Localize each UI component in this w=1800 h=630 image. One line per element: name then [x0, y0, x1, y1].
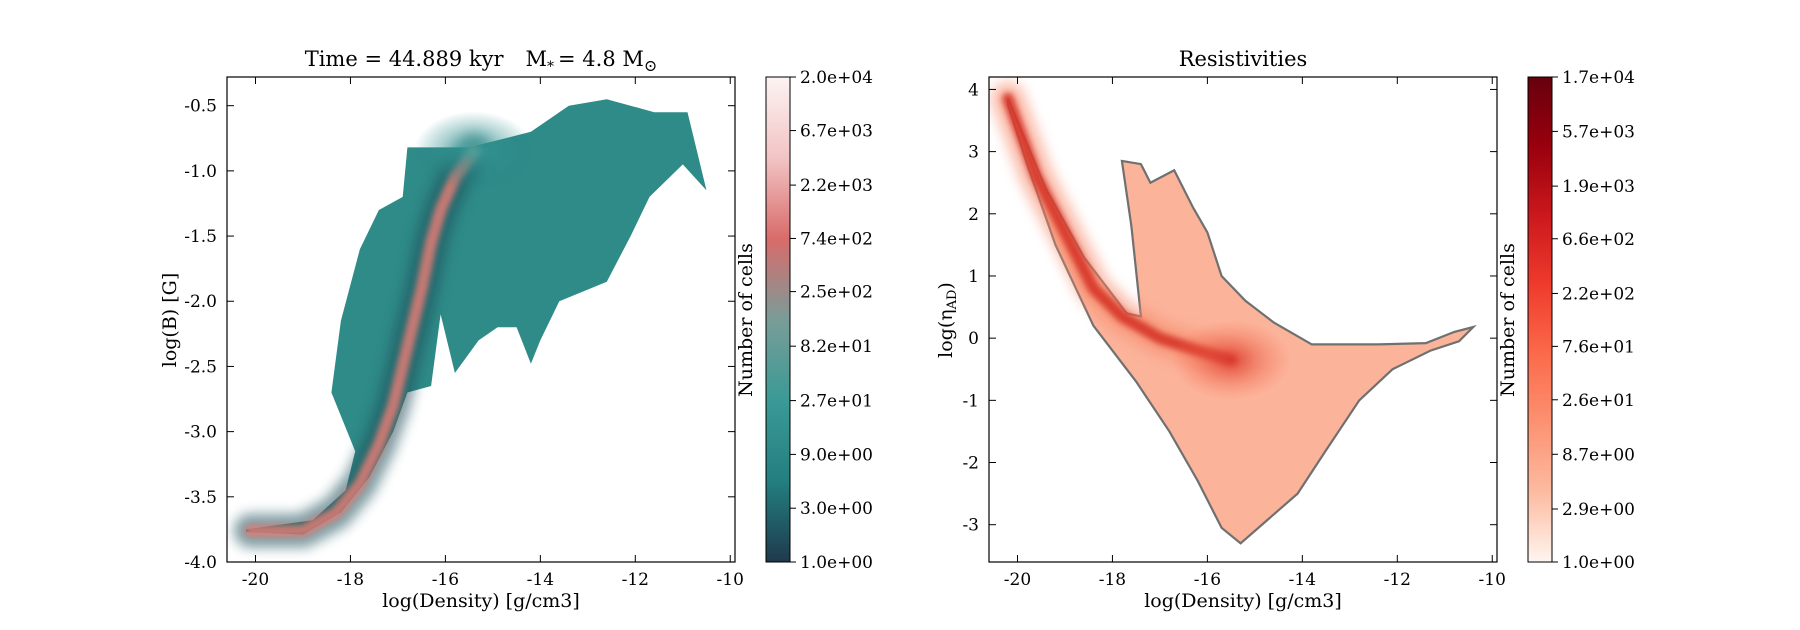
panel2-colorbar-tick-label: 5.7e+03 — [1562, 122, 1635, 142]
panel1-peak-glow — [413, 111, 534, 192]
panel1-colorbar-tick-label: 9.0e+00 — [800, 445, 873, 465]
panel1-x-axis-label: log(Density) [g/cm3] — [382, 590, 580, 612]
panel2-colorbar-tick-label: 7.6e+01 — [1562, 337, 1635, 357]
panel2-colorbar-label: Number of cells — [1497, 243, 1519, 397]
panel1-colorbar-tick-label: 8.2e+01 — [800, 337, 873, 357]
panel1-x-tick-label: -10 — [717, 570, 744, 590]
panel1-y-tick-label: -0.5 — [184, 97, 217, 117]
panel2-colorbar-tick-label: 8.7e+00 — [1562, 445, 1635, 465]
panel2-y-tick-label: 3 — [968, 143, 979, 163]
panel1-x-tick-label: -20 — [242, 570, 269, 590]
panel-magnetic-field: Time = 44.889 kyr M* = 4.8 M⊙ -20 -18 -16 -14… — [159, 47, 873, 612]
panel1-colorbar-label: Number of cells — [735, 243, 757, 397]
panel2-x-tick-label: -20 — [1004, 570, 1031, 590]
panel2-colorbar-ticks: 1.0e+00 2.9e+00 8.7e+00 2.6e+01 7.6e+01 2.2e+… — [1552, 68, 1635, 573]
panel2-x-tick-label: -14 — [1289, 570, 1316, 590]
panel1-y-tick-label: -3.5 — [184, 488, 217, 508]
panel1-x-tick-label: -16 — [432, 570, 459, 590]
panel2-colorbar-tick-label: 1.0e+00 — [1562, 553, 1635, 573]
panel2-colorbar-tick-label: 1.7e+04 — [1562, 68, 1635, 88]
panel1-y-tick-label: -3.0 — [184, 423, 217, 443]
panel1-title-mass-value: = 4.8 M — [558, 47, 644, 71]
panel1-title-mass: M — [526, 47, 548, 71]
panel2-x-tick-label: -10 — [1479, 570, 1506, 590]
panel1-y-axis-label: log(B) [G] — [159, 273, 181, 368]
panel2-y-tick-label: 1 — [968, 267, 979, 287]
panel1-title-mass-sub: * — [547, 59, 554, 75]
panel2-colorbar-tick-label: 2.6e+01 — [1562, 391, 1635, 411]
panel1-y-tick-label: -2.0 — [184, 292, 217, 312]
panel2-y-tick-label: -1 — [962, 391, 979, 411]
panel-resistivities: Resistivities -20 -18 -16 -14 -12 -10-3-2-101… — [935, 47, 1635, 612]
panel2-title: Resistivities — [1179, 47, 1308, 71]
panel1-distribution-region — [246, 99, 707, 535]
panel1-x-tick-label: -12 — [622, 570, 649, 590]
panel2-y-label-sub: AD — [945, 290, 960, 311]
panel1-colorbar — [765, 76, 791, 563]
panel1-colorbar-tick-label: 6.7e+03 — [800, 122, 873, 142]
panel1-plot-frame — [226, 76, 736, 563]
panel2-y-tick-label: 0 — [968, 329, 979, 349]
panel2-y-tick-label: 4 — [968, 80, 979, 100]
panel2-y-tick-label: -2 — [962, 454, 979, 474]
panel1-x-tick-label: -14 — [527, 570, 554, 590]
panel1-colorbar-tick-label: 2.5e+02 — [800, 283, 873, 303]
panel1-peak-ridge — [244, 145, 480, 537]
panel1-y-tick-label: -1.5 — [184, 227, 217, 247]
panel2-y-tick-label: 2 — [968, 205, 979, 225]
panel1-y-tick-label: -2.5 — [184, 357, 217, 377]
panel1-colorbar-tick-label: 3.0e+00 — [800, 499, 873, 519]
panel2-y-tick-label: -3 — [962, 516, 979, 536]
panel2-plot-frame — [988, 76, 1498, 563]
panel2-colorbar-tick-label: 1.9e+03 — [1562, 177, 1635, 197]
panel2-colorbar-tick-label: 6.6e+02 — [1562, 230, 1635, 250]
panel2-colorbar — [1527, 76, 1553, 563]
panel2-x-axis-label: log(Density) [g/cm3] — [1144, 590, 1342, 612]
panel1-colorbar-tick-label: 7.4e+02 — [800, 229, 873, 249]
panel1-colorbar-tick-label: 2.2e+03 — [800, 176, 873, 196]
panel1-colorbar-tick-label: 1.0e+00 — [800, 553, 873, 573]
panel2-colorbar-tick-label: 2.2e+02 — [1562, 284, 1635, 304]
panel2-colorbar-tick-label: 2.9e+00 — [1562, 500, 1635, 520]
panel1-title-sun-symbol: ⊙ — [644, 56, 657, 75]
panel1-y-tick-label: -1.0 — [184, 162, 217, 182]
panel1-colorbar-tick-label: 2.0e+04 — [800, 68, 873, 88]
panel1-colorbar-tick-label: 2.7e+01 — [800, 392, 873, 412]
panel1-density-field — [233, 99, 707, 548]
panel1-title: Time = 44.889 kyr M* = 4.8 M⊙ — [305, 47, 658, 75]
panel1-title-time: Time = 44.889 kyr — [305, 47, 505, 71]
panel1-x-tick-label: -18 — [337, 570, 364, 590]
panel2-x-tick-label: -12 — [1384, 570, 1411, 590]
panel2-x-tick-label: -18 — [1099, 570, 1126, 590]
panel2-density-field — [991, 81, 1477, 545]
panel1-colorbar-ticks: 1.0e+00 3.0e+00 9.0e+00 2.7e+01 8.2e+01 2.5e+… — [790, 68, 873, 573]
panel2-y-label-suffix: ) — [935, 282, 957, 289]
panel2-y-label-prefix: log(η — [935, 309, 957, 357]
panel1-axes: -20 -18 -16 -14 -12 -10 -4.0 -3.5 -3.0 -2.5 -2.0 -1… — [184, 77, 744, 590]
panel1-y-tick-label: -4.0 — [184, 553, 217, 573]
panel2-x-tick-label: -16 — [1194, 570, 1221, 590]
panel2-peak-glow — [1171, 319, 1292, 400]
panel2-y-axis-label: log(ηAD) — [935, 282, 960, 358]
